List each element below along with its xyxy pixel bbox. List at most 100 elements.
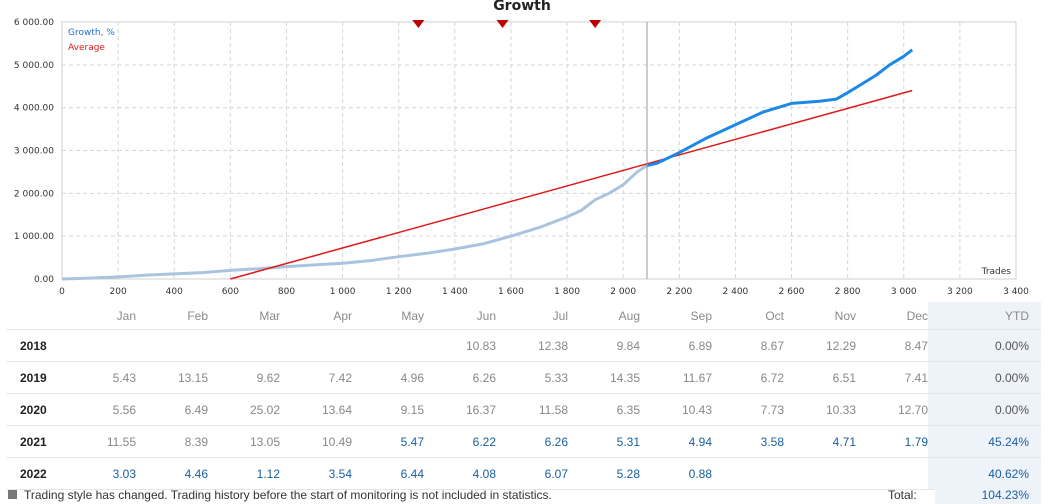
- month-value-cell: 5.47: [352, 425, 424, 458]
- month-header: Sep: [640, 302, 712, 330]
- month-value-cell: 1.79: [856, 425, 928, 458]
- ytd-cell: 40.62%: [928, 457, 1041, 490]
- chart-markers: [412, 20, 602, 28]
- ytd-cell: 45.24%: [928, 425, 1041, 458]
- month-value-cell: 3.58: [712, 425, 784, 458]
- table-row: 2022 3.03 4.46 1.12 3.54 6.44 4.08 6.07 5.28 0.88…: [6, 457, 1041, 490]
- month-value-cell: 9.62: [208, 361, 280, 394]
- year-cell: 2021: [6, 425, 64, 458]
- ytd-cell: 0.00%: [928, 393, 1041, 426]
- month-value-cell: 6.35: [568, 393, 640, 426]
- y-tick-label: 5 000.00: [14, 61, 54, 71]
- y-tick-label: 0.00: [34, 275, 54, 285]
- month-value-cell: 12.70: [856, 393, 928, 426]
- month-value-cell: [712, 457, 784, 490]
- month-value-cell: 4.46: [136, 457, 208, 490]
- year-cell: 2022: [6, 457, 64, 490]
- ytd-cell: 0.00%: [928, 329, 1041, 362]
- table-header-row: Jan Feb Mar Apr May Jun Jul Aug Sep Oct Nov Dec YTD: [6, 302, 1041, 330]
- month-header: Oct: [712, 302, 784, 330]
- total-cell: 104.23%: [935, 486, 1041, 504]
- x-tick-label: 1 400: [442, 287, 468, 297]
- month-value-cell: 13.15: [136, 361, 208, 394]
- month-value-cell: 9.84: [568, 329, 640, 362]
- month-value-cell: 8.39: [136, 425, 208, 458]
- event-marker-icon: [589, 20, 602, 28]
- month-value-cell: 4.94: [640, 425, 712, 458]
- info-square-icon: [8, 490, 17, 499]
- chart-grid: [61, 21, 1017, 280]
- x-tick-label: 1 800: [554, 287, 580, 297]
- x-tick-label: 2 000: [610, 287, 636, 297]
- month-header: Apr: [280, 302, 352, 330]
- month-value-cell: 7.41: [856, 361, 928, 394]
- month-value-cell: 8.47: [856, 329, 928, 362]
- x-tick-label: 0: [59, 287, 65, 297]
- y-tick-label: 6 000.00: [14, 18, 54, 28]
- month-value-cell: 5.33: [496, 361, 568, 394]
- x-tick-label: 2 800: [835, 287, 861, 297]
- month-value-cell: 12.38: [496, 329, 568, 362]
- month-value-cell: 10.49: [280, 425, 352, 458]
- total-label: Total:: [888, 488, 917, 502]
- month-value-cell: 11.67: [640, 361, 712, 394]
- total-value: 104.23%: [981, 488, 1029, 502]
- month-value-cell: [64, 329, 136, 362]
- month-value-cell: 5.56: [64, 393, 136, 426]
- chart-title: Growth: [493, 0, 551, 14]
- y-tick-label: 3 000.00: [14, 147, 54, 157]
- growth-live-line: [646, 48, 914, 167]
- table-row: 2020 5.56 6.49 25.02 13.64 9.15 16.37 11.58 6.35…: [6, 393, 1041, 426]
- event-marker-icon: [496, 20, 509, 28]
- x-axis-label: Trades: [981, 267, 1012, 277]
- month-value-cell: 13.64: [280, 393, 352, 426]
- month-value-cell: 13.05: [208, 425, 280, 458]
- month-value-cell: 12.29: [784, 329, 856, 362]
- table-row: 2018 10.83 12.38 9.84 6.89 8.67 12.29 8.47 0.00%: [6, 329, 1041, 362]
- month-value-cell: 6.89: [640, 329, 712, 362]
- year-cell: 2018: [6, 329, 64, 362]
- month-value-cell: 4.96: [352, 361, 424, 394]
- table-row: 2021 11.55 8.39 13.05 10.49 5.47 6.22 6.26 5.31 4…: [6, 425, 1041, 458]
- month-value-cell: 11.58: [496, 393, 568, 426]
- x-tick-label: 3 000: [891, 287, 917, 297]
- month-value-cell: 11.55: [64, 425, 136, 458]
- month-value-cell: 6.22: [424, 425, 496, 458]
- chart-axes: 0 200 400 600 800 1 000 1 200 1 400 1 600 1 800 2 …: [14, 18, 1029, 297]
- x-tick-label: 2 600: [779, 287, 805, 297]
- month-value-cell: [856, 457, 928, 490]
- month-value-cell: 5.28: [568, 457, 640, 490]
- y-tick-label: 4 000.00: [14, 104, 54, 114]
- month-value-cell: 6.51: [784, 361, 856, 394]
- ytd-header: YTD: [928, 302, 1041, 330]
- monitoring-note: Trading style has changed. Trading histo…: [24, 488, 552, 502]
- y-tick-label: 1 000.00: [14, 232, 54, 242]
- month-value-cell: 9.15: [352, 393, 424, 426]
- x-tick-label: 2 200: [666, 287, 692, 297]
- x-tick-label: 2 400: [723, 287, 749, 297]
- month-value-cell: 3.03: [64, 457, 136, 490]
- month-value-cell: 6.49: [136, 393, 208, 426]
- y-tick-label: 2 000.00: [14, 189, 54, 199]
- growth-history-line: [61, 164, 648, 281]
- x-tick-label: 3 200: [947, 287, 973, 297]
- table-row: 2019 5.43 13.15 9.62 7.42 4.96 6.26 5.33 14.35 11…: [6, 361, 1041, 394]
- month-header: May: [352, 302, 424, 330]
- event-marker-icon: [412, 20, 425, 28]
- month-value-cell: 8.67: [712, 329, 784, 362]
- legend-average: Average: [68, 43, 105, 53]
- month-value-cell: [784, 457, 856, 490]
- month-value-cell: 4.08: [424, 457, 496, 490]
- average-line: [230, 89, 913, 280]
- year-cell: 2020: [6, 393, 64, 426]
- chart-series: [61, 22, 914, 281]
- month-value-cell: 3.54: [280, 457, 352, 490]
- month-value-cell: 5.43: [64, 361, 136, 394]
- month-value-cell: 6.07: [496, 457, 568, 490]
- month-header: Jun: [424, 302, 496, 330]
- month-value-cell: 7.42: [280, 361, 352, 394]
- year-header: [6, 302, 64, 330]
- x-tick-label: 800: [278, 287, 295, 297]
- x-tick-label: 1 200: [386, 287, 412, 297]
- x-tick-label: 1 600: [498, 287, 524, 297]
